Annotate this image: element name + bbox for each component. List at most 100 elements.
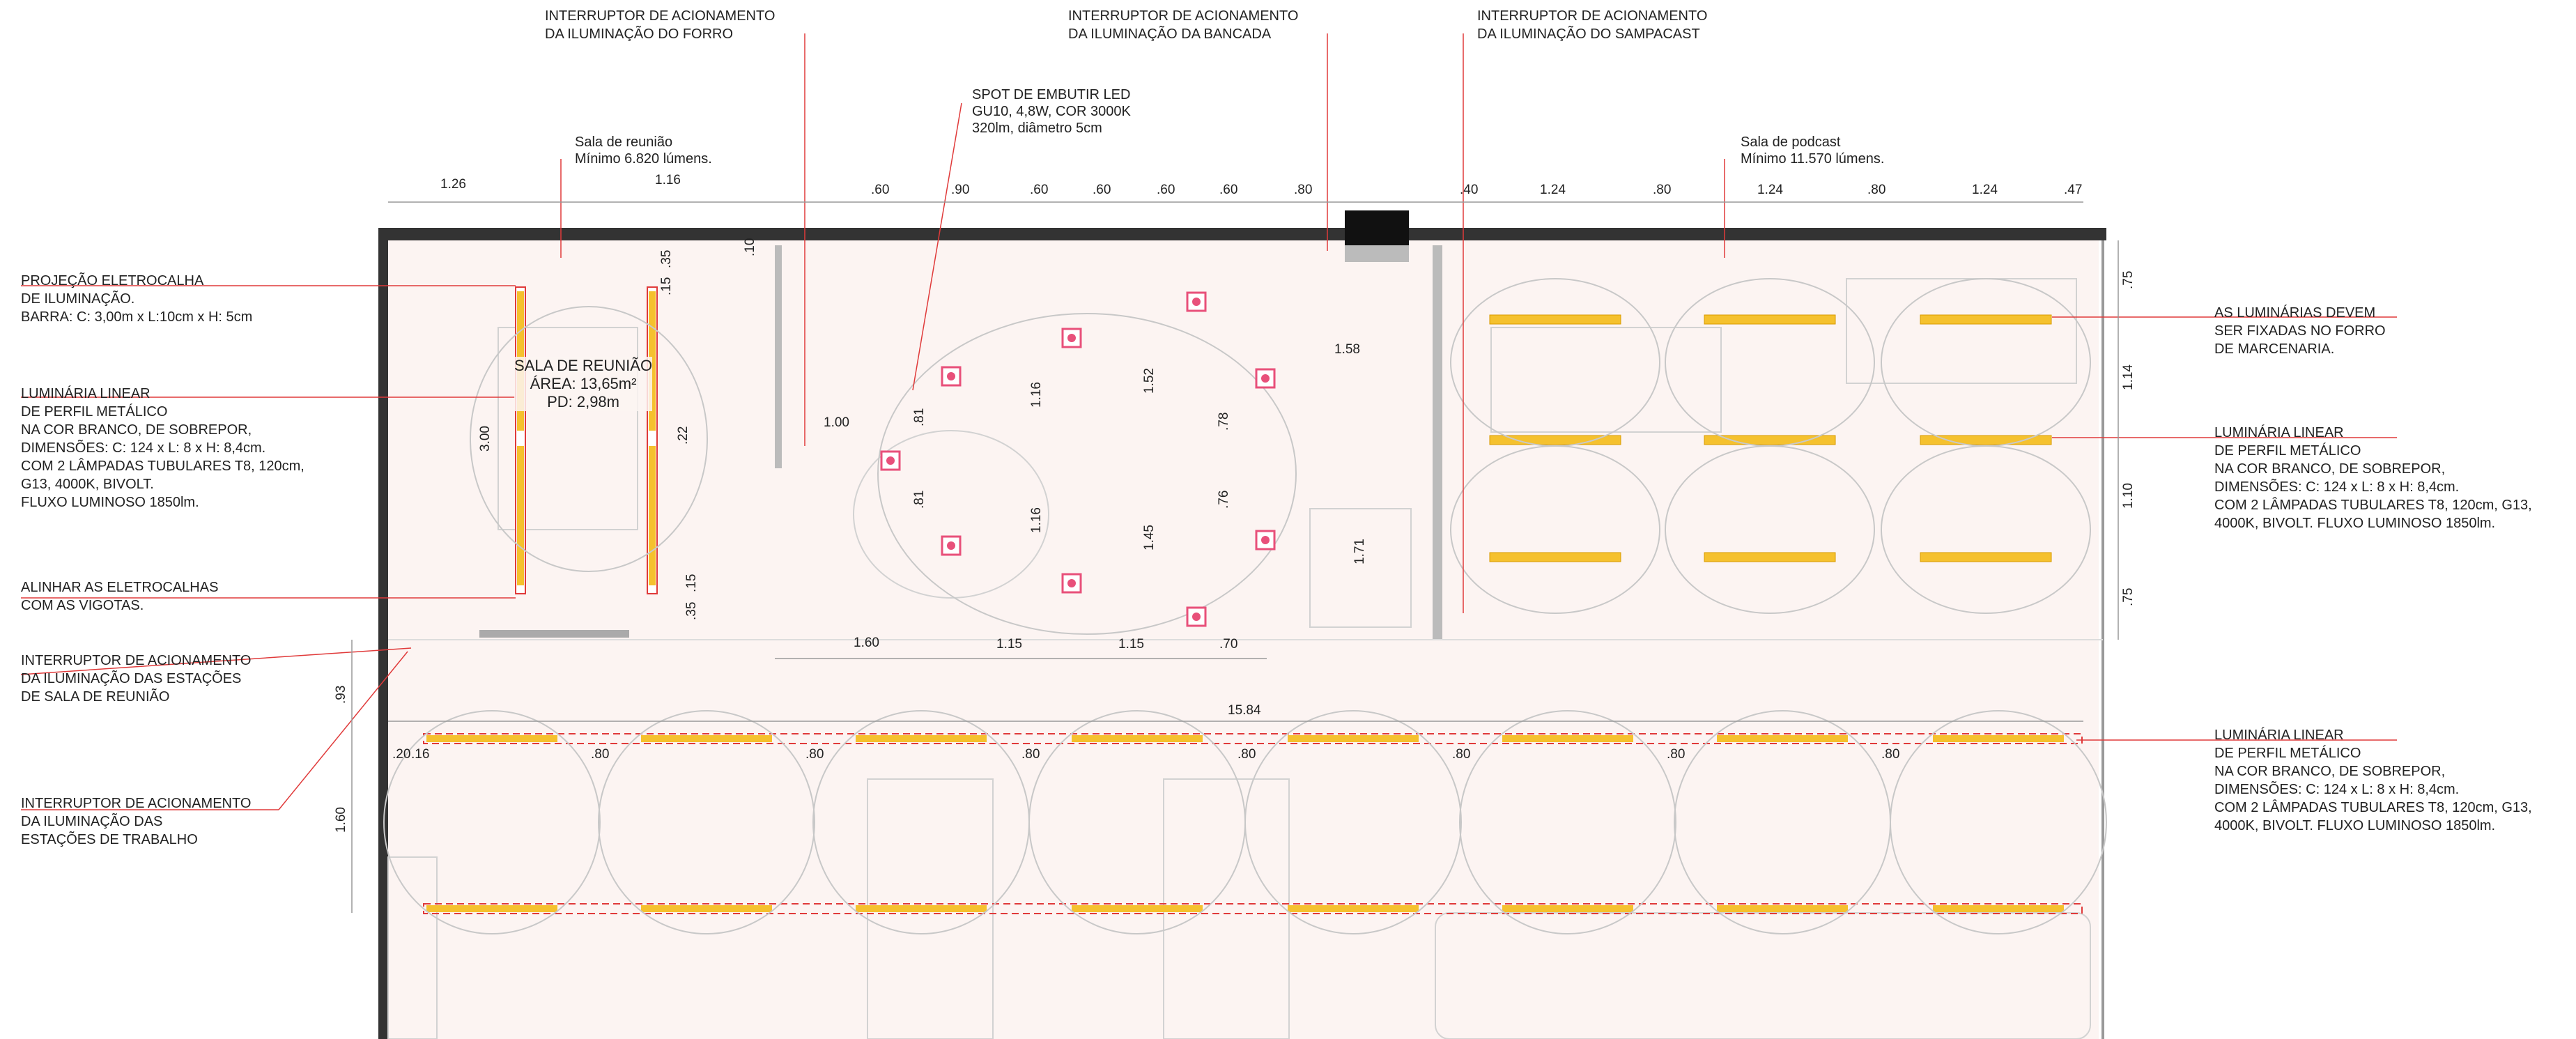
dim-left: .93: [334, 686, 348, 704]
partition-podcast: [1433, 245, 1442, 640]
note-line: DA ILUMINAÇÃO DO FORRO: [545, 26, 734, 42]
dim-middle: .70: [1219, 637, 1237, 652]
partition-bancada: [775, 245, 782, 468]
note-line: LUMINÁRIA LINEAR: [21, 386, 151, 401]
note-podcast-room: Sala de podcast Mínimo 11.570 lúmens.: [1741, 134, 1884, 167]
note-spot: SPOT DE EMBUTIR LED GU10, 4,8W, COR 3000…: [972, 86, 1131, 137]
dim-top-center: .90: [951, 183, 969, 197]
dim-right: .75: [2121, 588, 2136, 606]
note-line: 4000K, BIVOLT. FLUXO LUMINOSO 1850lm.: [2214, 516, 2496, 531]
dim-top-right: 1.24: [1757, 183, 1783, 197]
note-line: SER FIXADAS NO FORRO: [2214, 323, 2386, 339]
dim-station: .16: [411, 747, 429, 762]
note-line: COM 2 LÂMPADAS TUBULARES T8, 120cm, G13,: [2214, 800, 2532, 815]
note-line: PROJEÇÃO ELETROCALHA: [21, 273, 204, 288]
dim-middle: 1.15: [996, 637, 1022, 652]
note-line: DA ILUMINAÇÃO DAS: [21, 814, 163, 829]
note-linear-right-2: LUMINÁRIA LINEAR DE PERFIL METÁLICO NA C…: [2214, 726, 2532, 835]
dim-station: .80: [1021, 747, 1040, 762]
note-line: INTERRUPTOR DE ACIONAMENTO: [545, 8, 776, 24]
note-linear-right-1: LUMINÁRIA LINEAR DE PERFIL METÁLICO NA C…: [2214, 424, 2532, 532]
partition-meeting: [479, 630, 629, 638]
dim-top-right: 1.24: [1972, 183, 1998, 197]
dim-meeting: .35: [684, 602, 699, 620]
note-line: DE PERFIL METÁLICO: [2214, 746, 2361, 761]
dim-station: .80: [1667, 747, 1685, 762]
dim-bancada: 1.52: [1142, 368, 1157, 394]
note-switch-work: INTERRUPTOR DE ACIONAMENTO DA ILUMINAÇÃO…: [21, 794, 251, 849]
note-line: DA ILUMINAÇÃO DA BANCADA: [1068, 26, 1272, 42]
dim-bancada: 1.00: [824, 415, 849, 430]
dim-top-right: .80: [1653, 183, 1671, 197]
dim-bancada: 1.16: [1029, 382, 1044, 408]
dim-bancada: 1.58: [1334, 342, 1360, 357]
note-switch-forro: INTERRUPTOR DE ACIONAMENTO DA ILUMINAÇÃO…: [545, 7, 775, 43]
dim-station: .80: [1452, 747, 1470, 762]
note-line: ESTAÇÕES DE TRABALHO: [21, 832, 198, 847]
dim-left: 1.60: [334, 807, 348, 833]
dim-top-center: .80: [1294, 183, 1312, 197]
note-line: INTERRUPTOR DE ACIONAMENTO: [21, 653, 252, 668]
note-align: ALINHAR AS ELETROCALHAS COM AS VIGOTAS.: [21, 578, 218, 615]
dim-bancada: .76: [1217, 491, 1231, 509]
note-line: LUMINÁRIA LINEAR: [2214, 425, 2344, 440]
note-line: DA ILUMINAÇÃO DAS ESTAÇÕES: [21, 671, 242, 686]
note-meeting-room: Sala de reunião Mínimo 6.820 lúmens.: [575, 134, 712, 167]
dim-bancada: .81: [912, 408, 927, 426]
dim-bancada: 1.45: [1142, 525, 1157, 551]
note-line: COM AS VIGOTAS.: [21, 598, 144, 613]
note-line: INTERRUPTOR DE ACIONAMENTO: [1477, 8, 1708, 24]
dim-meeting: 3.00: [478, 426, 493, 452]
room-label: SALA DE REUNIÃO ÁREA: 13,65m² PD: 2,98m: [514, 357, 653, 411]
note-line: Mínimo 6.820 lúmens.: [575, 151, 712, 167]
dim-middle: 1.60: [854, 636, 879, 650]
dim-station: .20: [392, 747, 410, 762]
room-height: PD: 2,98m: [547, 393, 619, 410]
dim-top-center: .60: [1030, 183, 1048, 197]
note-line: DE MARCENARIA.: [2214, 341, 2335, 357]
dim-right: 1.10: [2121, 483, 2136, 509]
note-line: DIMENSÕES: C: 124 x L: 8 x H: 8,4cm.: [21, 440, 266, 456]
note-switch-sampacast: INTERRUPTOR DE ACIONAMENTO DA ILUMINAÇÃO…: [1477, 7, 1707, 43]
dim-middle: 1.15: [1118, 637, 1144, 652]
note-line: GU10, 4,8W, COR 3000K: [972, 104, 1131, 119]
note-line: AS LUMINÁRIAS DEVEM: [2214, 305, 2376, 321]
note-linear-left: LUMINÁRIA LINEAR DE PERFIL METÁLICO NA C…: [21, 385, 304, 511]
dim-top-right: .47: [2064, 183, 2082, 197]
note-line: NA COR BRANCO, DE SOBREPOR,: [21, 422, 252, 438]
dim-stations-total: 15.84: [1228, 703, 1261, 718]
dim-top-center: .60: [1157, 183, 1175, 197]
note-line: DE ILUMINAÇÃO.: [21, 291, 135, 307]
dim-top-left: 1.16: [655, 173, 681, 187]
dim-top-right: 1.24: [1540, 183, 1566, 197]
note-line: Mínimo 11.570 lúmens.: [1741, 151, 1885, 167]
note-line: DIMENSÕES: C: 124 x L: 8 x H: 8,4cm.: [2214, 479, 2460, 495]
light-spread: [470, 278, 2091, 635]
note-line: Sala de reunião: [575, 134, 673, 150]
note-switch-meeting: INTERRUPTOR DE ACIONAMENTO DA ILUMINAÇÃO…: [21, 652, 251, 706]
note-line: 320lm, diâmetro 5cm: [972, 121, 1102, 136]
note-switch-bancada: INTERRUPTOR DE ACIONAMENTO DA ILUMINAÇÃO…: [1068, 7, 1298, 43]
note-line: COM 2 LÂMPADAS TUBULARES T8, 120cm,: [21, 459, 304, 474]
note-line: INTERRUPTOR DE ACIONAMENTO: [21, 796, 252, 811]
note-line: DA ILUMINAÇÃO DO SAMPACAST: [1477, 26, 1700, 42]
leader-lines: [20, 33, 2397, 810]
note-line: DE PERFIL METÁLICO: [2214, 443, 2361, 459]
note-line: COM 2 LÂMPADAS TUBULARES T8, 120cm, G13,: [2214, 498, 2532, 513]
dim-right: .75: [2121, 271, 2136, 289]
dim-meeting: .35: [659, 250, 674, 268]
dimension-lines: [351, 201, 2119, 913]
note-line: NA COR BRANCO, DE SOBREPOR,: [2214, 461, 2446, 477]
wall-left: [378, 228, 388, 1039]
note-eletrocalha: PROJEÇÃO ELETROCALHA DE ILUMINAÇÃO. BARR…: [21, 272, 252, 326]
note-line: DIMENSÕES: C: 124 x L: 8 x H: 8,4cm.: [2214, 782, 2460, 797]
dim-meeting: .10: [743, 238, 757, 256]
note-line: NA COR BRANCO, DE SOBREPOR,: [2214, 764, 2446, 779]
dim-top-center: .60: [1219, 183, 1237, 197]
column-shade: [1345, 245, 1409, 262]
note-line: DE SALA DE REUNIÃO: [21, 689, 170, 705]
led-spot-dots: [886, 298, 1270, 621]
dim-bancada: .78: [1217, 413, 1231, 431]
dim-right: 1.14: [2121, 364, 2136, 390]
